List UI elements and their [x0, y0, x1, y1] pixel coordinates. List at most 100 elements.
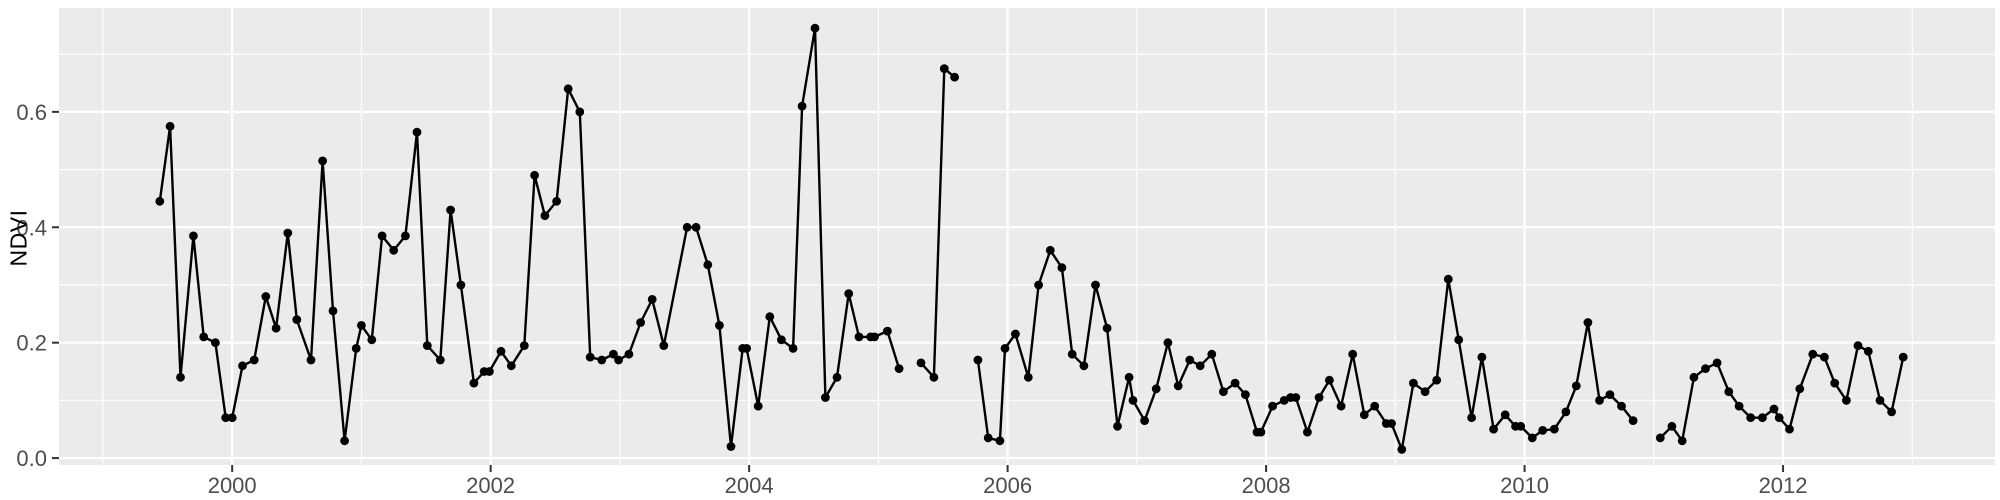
data-point	[271, 323, 281, 333]
y-axis-title: NDVI	[5, 209, 32, 267]
data-point	[1241, 390, 1250, 399]
data-point	[1734, 401, 1744, 411]
x-tick-label: 2000	[208, 473, 257, 498]
data-point	[1516, 421, 1526, 431]
x-tick-label: 2012	[1759, 473, 1808, 498]
data-point	[1219, 387, 1228, 397]
data-point	[306, 355, 316, 365]
data-point	[357, 321, 366, 330]
data-point	[1489, 424, 1498, 434]
data-point	[1830, 378, 1840, 388]
data-point	[1034, 280, 1043, 290]
data-point	[1387, 419, 1396, 428]
data-point	[249, 355, 259, 365]
data-point	[659, 341, 669, 350]
data-point	[1820, 352, 1829, 362]
data-point	[585, 352, 595, 362]
data-point	[1863, 346, 1873, 356]
data-point	[1045, 245, 1055, 255]
data-point	[1303, 427, 1312, 437]
data-point	[563, 84, 573, 94]
data-point	[1011, 329, 1020, 339]
data-point	[412, 127, 422, 137]
data-point	[1500, 410, 1510, 420]
data-point	[609, 349, 618, 359]
data-point	[1758, 413, 1767, 423]
data-point	[983, 433, 993, 443]
data-point	[1336, 401, 1346, 411]
data-point	[1291, 393, 1301, 402]
data-point	[682, 222, 692, 232]
data-point	[227, 413, 237, 423]
data-point	[844, 289, 854, 298]
data-point	[496, 346, 506, 356]
data-point	[1712, 358, 1722, 368]
data-point	[328, 306, 338, 316]
data-point	[155, 196, 165, 206]
data-point	[351, 344, 361, 353]
data-point	[788, 344, 798, 353]
data-point	[211, 338, 220, 348]
data-point	[1808, 349, 1818, 359]
data-point	[995, 436, 1005, 446]
data-point	[318, 156, 327, 166]
data-point	[1898, 352, 1908, 362]
y-tick-label: 0.4	[16, 215, 47, 240]
data-point	[1689, 372, 1699, 382]
x-tick-label: 2006	[983, 473, 1032, 498]
data-point	[939, 64, 949, 73]
data-point	[1571, 381, 1581, 391]
data-point	[1769, 404, 1779, 414]
data-point	[1397, 445, 1407, 454]
data-point	[1091, 280, 1100, 290]
data-point	[1124, 372, 1134, 382]
data-point	[1595, 396, 1604, 405]
x-tick-label: 2010	[1500, 473, 1549, 498]
data-point	[199, 332, 209, 342]
data-point	[1113, 421, 1122, 431]
data-point	[1795, 384, 1805, 394]
data-point	[446, 205, 455, 215]
data-point	[189, 231, 198, 241]
data-point	[1746, 413, 1756, 423]
data-point	[1207, 349, 1217, 359]
data-point	[1230, 378, 1240, 388]
data-point	[1128, 396, 1138, 405]
data-point	[1370, 401, 1380, 411]
y-tick-label: 0.6	[16, 100, 47, 125]
data-point	[870, 332, 879, 342]
data-point	[422, 341, 432, 350]
data-point	[1527, 433, 1537, 443]
data-point	[614, 355, 623, 365]
data-point	[1067, 349, 1077, 359]
data-point	[221, 413, 231, 423]
x-tick-label: 2004	[725, 473, 774, 498]
data-point	[485, 367, 494, 376]
data-point	[456, 280, 466, 290]
data-point	[292, 315, 302, 324]
data-point	[1195, 361, 1205, 371]
data-point	[469, 378, 479, 388]
data-point	[1432, 375, 1442, 385]
data-point	[367, 335, 377, 345]
data-point	[726, 442, 736, 451]
data-point	[1443, 274, 1453, 284]
data-point	[624, 349, 634, 359]
data-point	[1163, 338, 1173, 348]
data-point	[1842, 396, 1851, 405]
data-point	[647, 295, 657, 304]
data-point	[1677, 436, 1687, 446]
data-point	[552, 196, 561, 206]
data-point	[1549, 424, 1559, 434]
data-point	[1887, 407, 1896, 417]
data-point	[1628, 416, 1638, 425]
data-point	[1140, 416, 1149, 425]
data-point	[1583, 318, 1593, 327]
data-point	[1102, 323, 1112, 333]
data-point	[916, 358, 926, 368]
data-point	[854, 332, 864, 342]
data-point	[519, 341, 529, 350]
data-point	[950, 72, 959, 82]
data-point	[597, 355, 607, 365]
